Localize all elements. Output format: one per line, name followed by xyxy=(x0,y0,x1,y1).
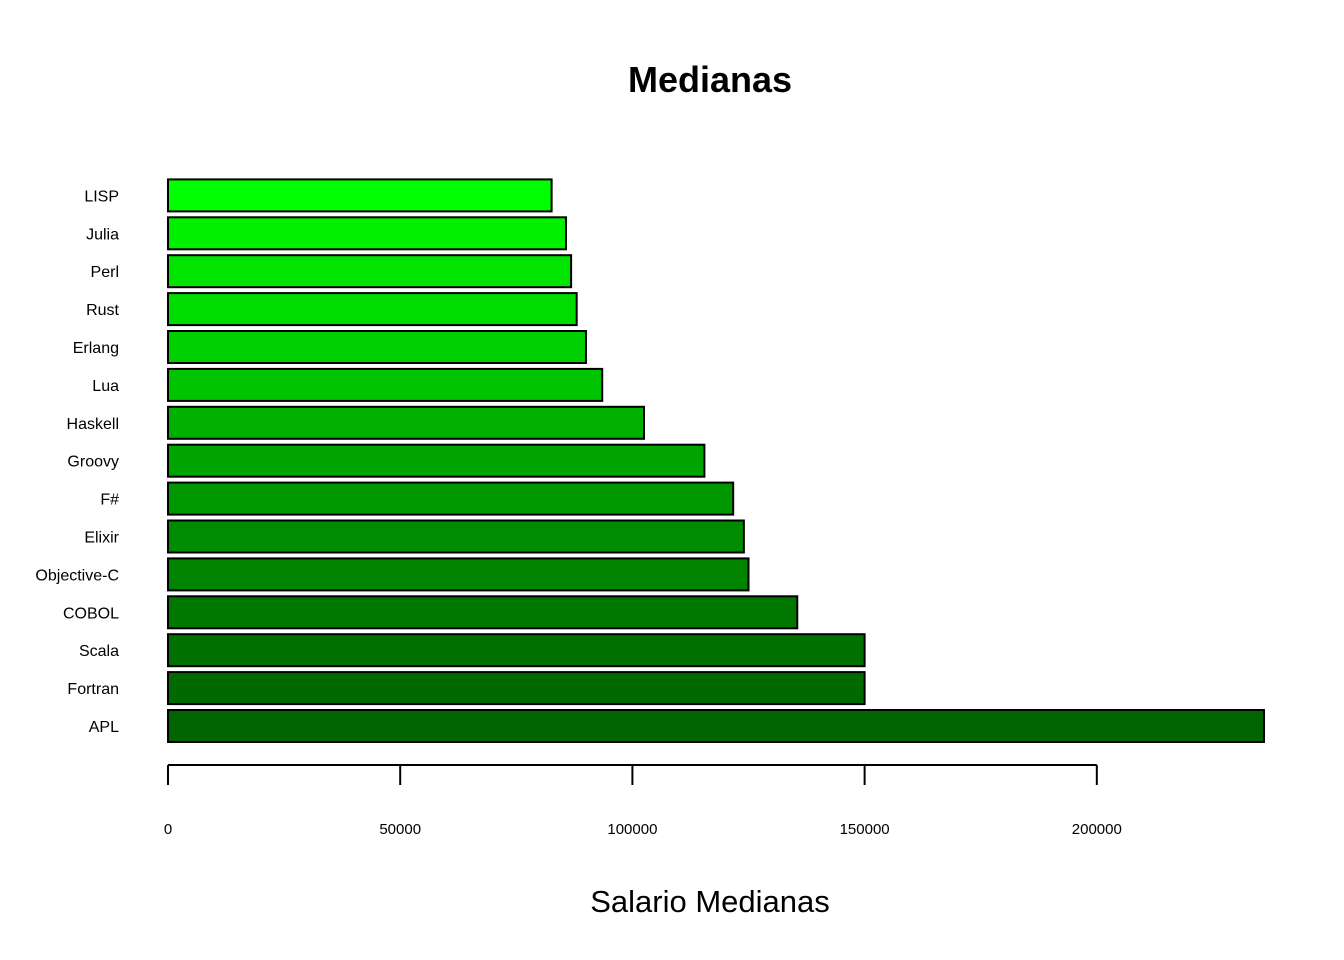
bar-apl xyxy=(167,709,1265,743)
category-label: APL xyxy=(89,719,119,736)
x-tick-label: 200000 xyxy=(1072,821,1122,838)
bar-erlang xyxy=(167,330,587,364)
category-label: Julia xyxy=(86,226,119,243)
category-label: Fortran xyxy=(67,681,119,698)
category-label: Objective-C xyxy=(35,567,119,584)
bar-lisp xyxy=(167,178,553,213)
x-tick-label: 0 xyxy=(164,821,172,838)
category-labels: APL Fortran Scala COBOL Objective-C Elixir F# G… xyxy=(35,188,119,736)
category-label: F# xyxy=(100,492,119,509)
category-label: COBOL xyxy=(63,605,119,622)
bar-cobol xyxy=(167,595,799,630)
bar-haskell xyxy=(167,405,646,440)
bar-objective-c xyxy=(167,557,750,592)
x-axis: 0 50000 100000 150000 200000 xyxy=(164,764,1122,838)
category-label: Scala xyxy=(79,643,119,660)
bar-scala xyxy=(167,633,866,668)
chart-title: Medianas xyxy=(628,59,792,100)
category-label: Rust xyxy=(86,302,119,319)
bar-elixir xyxy=(167,519,745,554)
bars-group xyxy=(167,178,1265,743)
category-label: LISP xyxy=(84,188,119,205)
x-tick-label: 50000 xyxy=(379,821,421,838)
category-label: Erlang xyxy=(73,340,119,357)
category-label: Elixir xyxy=(84,530,119,547)
bar-rust xyxy=(167,292,578,327)
bar-julia xyxy=(167,216,567,251)
category-label: Groovy xyxy=(67,454,119,471)
bar-f- xyxy=(167,481,735,516)
bar-groovy xyxy=(167,443,706,478)
x-tick-label: 150000 xyxy=(840,821,890,838)
bar-lua xyxy=(167,367,604,402)
bar-perl xyxy=(167,254,573,289)
x-axis-title: Salario Medianas xyxy=(590,884,830,919)
x-tick-label: 100000 xyxy=(607,821,657,838)
bar-fortran xyxy=(167,671,866,706)
category-label: Haskell xyxy=(67,416,119,433)
category-label: Perl xyxy=(91,264,119,281)
category-label: Lua xyxy=(92,378,119,395)
